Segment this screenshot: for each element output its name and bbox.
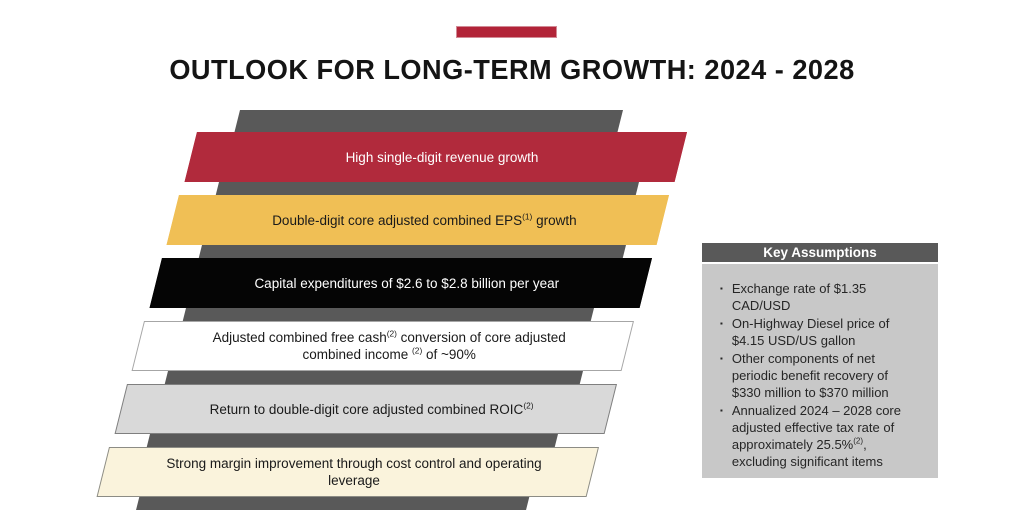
accent-bar (456, 26, 557, 38)
bar-label-text: Adjusted combined free cash(2) conversio… (213, 329, 566, 363)
text-segment: High single-digit revenue growth (345, 149, 539, 165)
bullet-icon: ▪ (720, 319, 723, 328)
bar-label-text: High single-digit revenue growth (346, 149, 539, 166)
bar-label: Double-digit core adjusted combined EPS(… (179, 195, 669, 245)
text-segment: CAD/USD (731, 298, 791, 313)
text-segment: adjusted effective tax rate of (731, 420, 895, 435)
text-segment: $4.15 USD/US gallon (731, 333, 856, 348)
bullet-icon: ▪ (720, 284, 723, 293)
key-assumptions-body: ▪ Exchange rate of $1.35 CAD/USD ▪ On-Highwa… (702, 264, 938, 478)
footnote-superscript: (2) (386, 328, 397, 339)
key-assumptions-panel: Key Assumptions ▪ Exchange rate of $1.35 C… (702, 243, 938, 478)
text-segment: Adjusted combined free cash (212, 330, 387, 345)
assumption-text: On-Highway Diesel price of $4.15 USD/US g… (732, 315, 926, 349)
assumption-text: Annualized 2024 – 2028 core adjusted effe… (732, 402, 926, 470)
bar-label: Capital expenditures of $2.6 to $2.8 bil… (162, 258, 652, 308)
assumption-item: ▪ Exchange rate of $1.35 CAD/USD (720, 280, 926, 314)
footnote-superscript: (2) (412, 345, 423, 356)
text-segment: growth (532, 212, 577, 228)
text-segment: Capital expenditures of $2.6 to $2.8 bil… (254, 275, 560, 291)
text-segment: On-Highway Diesel price of (731, 316, 890, 331)
footnote-superscript: (2) (853, 436, 864, 446)
growth-bar-margin-improvement: Strong margin improvement through cost c… (96, 447, 599, 497)
key-assumptions-title: Key Assumptions (702, 243, 938, 262)
text-segment: excluding significant items (731, 454, 883, 469)
assumption-text: Exchange rate of $1.35 CAD/USD (732, 280, 926, 314)
bullet-icon: ▪ (720, 354, 723, 363)
text-segment: Strong margin improvement through cost c… (166, 456, 542, 471)
bar-label-text: Strong margin improvement through cost c… (166, 455, 541, 489)
bar-label-text: Return to double-digit core adjusted com… (210, 401, 534, 418)
bullet-icon: ▪ (720, 406, 723, 415)
bar-label: Return to double-digit core adjusted com… (127, 384, 617, 434)
text-segment: conversion of core adjusted (396, 330, 566, 345)
text-segment: leverage (328, 473, 380, 488)
text-segment: Exchange rate of $1.35 (731, 281, 867, 296)
assumption-item: ▪ Other components of net periodic benefit… (720, 350, 926, 401)
text-segment: periodic benefit recovery of (731, 368, 888, 383)
growth-bar-free-cash-conversion: Adjusted combined free cash(2) conversio… (131, 321, 635, 371)
text-segment: , (863, 437, 867, 452)
assumption-text: Other components of net periodic benefit … (732, 350, 926, 401)
text-segment: Return to double-digit core adjusted com… (209, 401, 524, 417)
footnote-superscript: (1) (522, 211, 533, 221)
bar-label: High single-digit revenue growth (197, 132, 687, 182)
growth-bar-roic: Return to double-digit core adjusted com… (114, 384, 617, 434)
text-segment: combined income (302, 347, 413, 362)
text-segment: approximately 25.5% (731, 437, 854, 452)
growth-bar-eps-growth: Double-digit core adjusted combined EPS(… (166, 195, 670, 245)
assumption-item: ▪ On-Highway Diesel price of $4.15 USD/US … (720, 315, 926, 349)
text-segment: $330 million to $370 million (731, 385, 889, 400)
key-assumptions-list: ▪ Exchange rate of $1.35 CAD/USD ▪ On-Highwa… (720, 280, 926, 470)
assumption-item: ▪ Annualized 2024 – 2028 core adjusted eff… (720, 402, 926, 470)
bar-label-text: Double-digit core adjusted combined EPS(… (272, 212, 576, 229)
text-segment: Annualized 2024 – 2028 core (731, 403, 901, 418)
growth-bar-revenue-growth: High single-digit revenue growth (184, 132, 687, 182)
footnote-superscript: (2) (523, 400, 534, 410)
text-segment: of ~90% (422, 347, 476, 362)
text-segment: Other components of net (731, 351, 875, 366)
bar-label-text: Capital expenditures of $2.6 to $2.8 bil… (254, 275, 559, 292)
bar-label: Strong margin improvement through cost c… (109, 447, 599, 497)
page-title: OUTLOOK FOR LONG-TERM GROWTH: 2024 - 202… (169, 54, 855, 85)
text-segment: Double-digit core adjusted combined EPS (272, 212, 523, 228)
growth-bar-capital-expenditures: Capital expenditures of $2.6 to $2.8 bil… (149, 258, 652, 308)
bar-label: Adjusted combined free cash(2) conversio… (144, 321, 634, 371)
